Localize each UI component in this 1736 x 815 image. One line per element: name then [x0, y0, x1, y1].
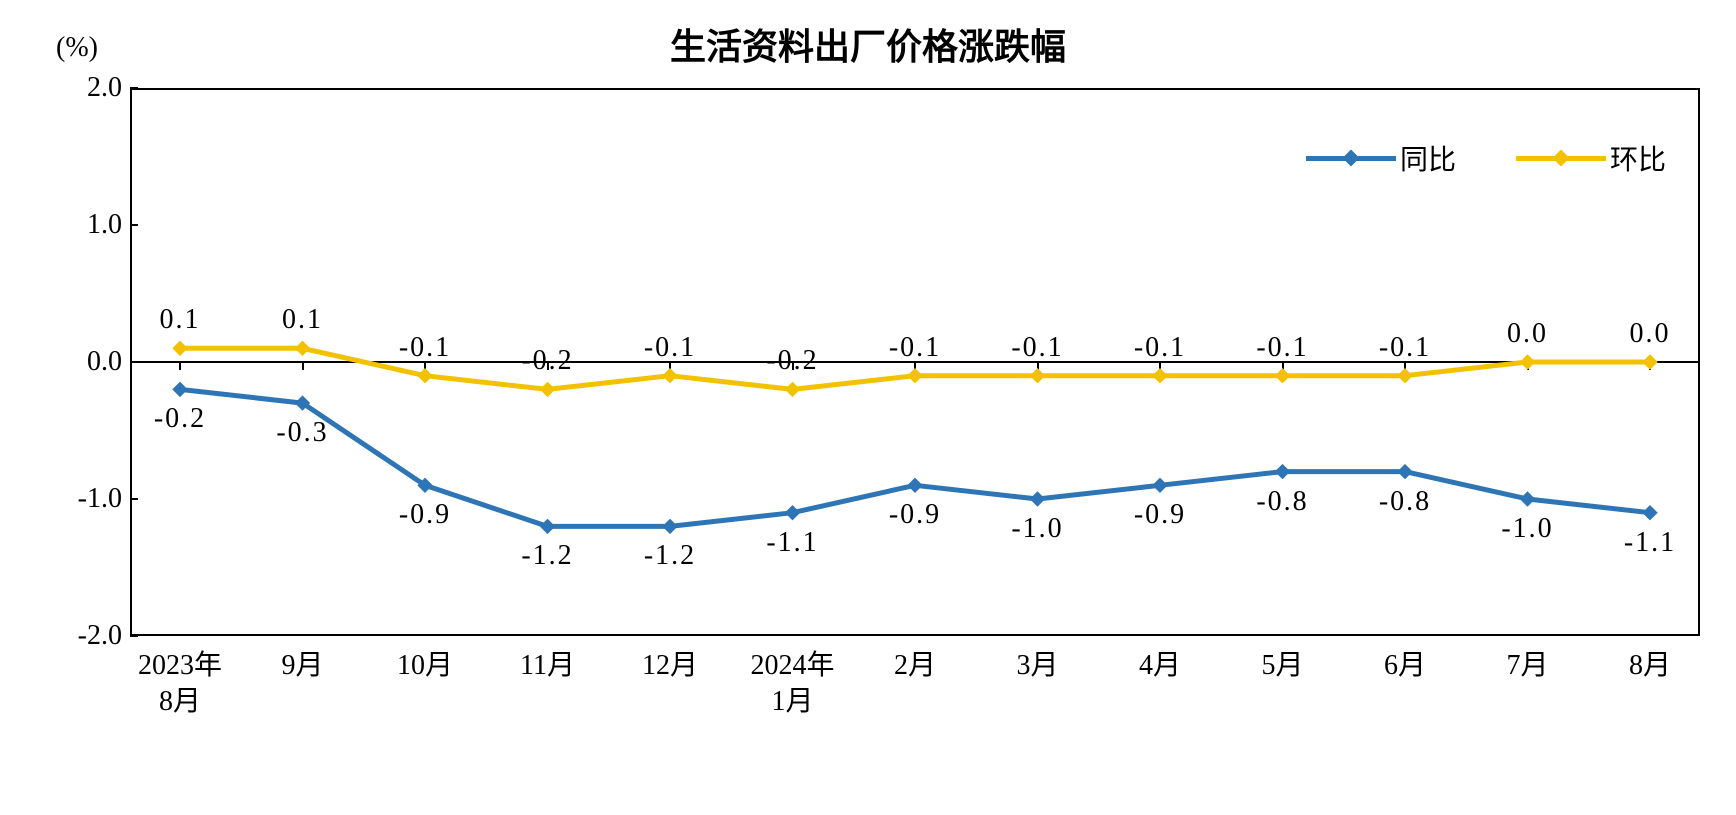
data-label: -0.2: [766, 345, 818, 377]
data-label: 0.0: [1630, 318, 1671, 350]
data-label: -1.1: [1624, 527, 1676, 559]
data-label: -1.0: [1011, 513, 1063, 545]
data-label: -0.8: [1379, 486, 1431, 518]
chart-title: 生活资料出厂价格涨跌幅: [0, 18, 1736, 70]
data-label: -0.9: [1134, 499, 1186, 531]
data-label: -0.2: [154, 403, 206, 435]
legend: 同比 环比: [1306, 138, 1666, 178]
x-tick-label: 5月: [1261, 648, 1303, 684]
data-label: -0.1: [1379, 332, 1431, 364]
data-label: -1.2: [521, 540, 573, 572]
legend-label-yoy: 同比: [1400, 138, 1456, 178]
data-label: -1.0: [1501, 513, 1553, 545]
y-axis-unit: (%): [56, 32, 98, 64]
data-label: -1.2: [644, 540, 696, 572]
data-label: -0.1: [1134, 332, 1186, 364]
x-tick-label: 9月: [281, 648, 323, 684]
data-label: -0.1: [644, 332, 696, 364]
y-tick-label: -1.0: [42, 483, 122, 515]
legend-swatch-yoy: [1306, 156, 1396, 161]
legend-label-mom: 环比: [1610, 138, 1666, 178]
legend-item-yoy: 同比: [1306, 138, 1456, 178]
y-tick-label: 2.0: [42, 72, 122, 104]
x-tick-label: 4月: [1139, 648, 1181, 684]
data-label: -0.1: [1256, 332, 1308, 364]
y-tick-label: 0.0: [42, 346, 122, 378]
x-tick-label: 2月: [894, 648, 936, 684]
data-label: -0.1: [889, 332, 941, 364]
x-tick-label: 2023年 8月: [138, 648, 222, 721]
data-label: -0.9: [889, 499, 941, 531]
x-tick-label: 10月: [397, 648, 453, 684]
x-tick-label: 2024年 1月: [750, 648, 834, 721]
data-label: 0.0: [1507, 318, 1548, 350]
chart-container: 生活资料出厂价格涨跌幅 (%) 2.0 1.0 0.0 -1.0 -2.0 2023年 …: [0, 0, 1736, 815]
data-label: -0.1: [1011, 332, 1063, 364]
data-label: 0.1: [282, 304, 323, 336]
data-label: -0.3: [276, 417, 328, 449]
data-label: -0.2: [521, 345, 573, 377]
y-tick-label: 1.0: [42, 209, 122, 241]
data-label: -0.8: [1256, 486, 1308, 518]
legend-swatch-mom: [1516, 156, 1606, 161]
data-label: -0.1: [399, 332, 451, 364]
y-tick-label: -2.0: [42, 620, 122, 652]
legend-item-mom: 环比: [1516, 138, 1666, 178]
x-tick-label: 3月: [1016, 648, 1058, 684]
x-tick-label: 12月: [642, 648, 698, 684]
x-tick-label: 8月: [1629, 648, 1671, 684]
data-label: 0.1: [160, 304, 201, 336]
x-tick-label: 7月: [1506, 648, 1548, 684]
x-tick-label: 11月: [520, 648, 575, 684]
x-tick-label: 6月: [1384, 648, 1426, 684]
data-label: -1.1: [766, 527, 818, 559]
data-label: -0.9: [399, 499, 451, 531]
